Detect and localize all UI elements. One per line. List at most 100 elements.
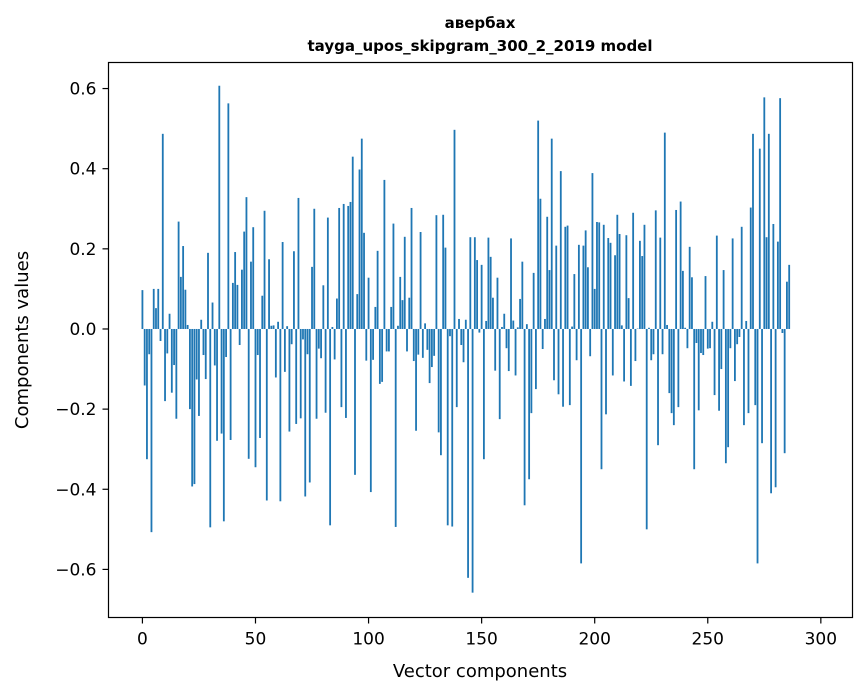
bar [351,156,354,329]
bar [421,328,424,358]
bar [548,270,551,329]
bar [446,328,449,526]
bar [272,325,275,329]
bar [602,224,605,329]
bar [324,328,327,413]
bar [557,328,560,395]
bar [761,328,763,444]
bar [580,328,583,564]
bar [577,244,580,329]
bar [634,328,637,362]
bar [236,284,239,329]
bar [376,250,379,329]
bar [738,328,741,337]
bar [406,328,408,352]
bar [159,328,162,341]
bar [415,328,417,431]
bar [675,209,678,329]
bar [419,232,422,329]
bar [250,261,252,329]
bar [711,321,714,329]
bar [313,208,316,329]
bar [747,328,750,414]
bar [342,203,345,329]
bar [706,328,709,349]
bar [566,225,569,329]
bar [700,328,702,354]
bar [763,97,766,329]
bar [161,133,164,329]
bar [410,207,413,329]
bar [494,328,497,371]
bar [295,328,298,424]
bar [749,207,752,329]
y-tick-label: 0.0 [69,320,96,340]
bar [519,298,521,329]
bar [247,328,250,459]
x-axis-label: Vector components [393,661,567,682]
bar [354,328,356,475]
bar [263,210,266,329]
bar [385,328,388,352]
y-tick-label: 0.2 [69,240,96,260]
bar [184,289,187,329]
bar [614,255,616,329]
bar [734,328,736,382]
chart-subtitle: tayga_upos_skipgram_300_2_2019 model [308,37,653,55]
bar [516,327,519,329]
bar [709,328,711,349]
bar [684,327,687,329]
bar [736,328,739,345]
bar [645,328,648,530]
bar [571,326,573,329]
y-tick-label: −0.4 [55,480,96,500]
bar [743,328,745,426]
bar [222,328,225,522]
bar [234,252,237,329]
bar [394,328,397,527]
bar [388,328,390,352]
bar [168,313,171,329]
bar [469,237,472,329]
bar [141,290,144,329]
bar [521,261,524,329]
bar [564,226,567,329]
y-axis-ticks: −0.6 −0.4 −0.2 0.0 0.2 0.4 0.6 [55,80,109,580]
bar [340,328,343,408]
bar [623,328,625,382]
bar [648,327,650,329]
bar [326,217,329,329]
bar [663,132,666,329]
x-tick-label: 100 [352,630,384,650]
bar [654,210,657,329]
bar [360,138,363,329]
bar [245,197,248,329]
bar [408,297,411,329]
bar [453,129,456,329]
y-tick-label: 0.6 [69,80,96,100]
bar [166,328,169,354]
bar [372,328,374,360]
bar [378,328,381,384]
bar [428,328,431,384]
bar [143,328,146,386]
bar [381,328,384,382]
plot-frame [107,61,854,619]
bar [311,266,313,329]
bar [562,328,564,407]
bar [367,277,370,329]
bar [449,328,451,337]
bar [781,328,784,333]
bar [444,247,447,329]
bar [290,328,293,345]
bar [315,328,318,419]
bar [345,328,347,418]
bar [496,277,499,329]
y-tick-label: −0.6 [55,560,96,580]
bar [691,277,693,329]
bar [288,328,291,432]
bar [424,323,426,329]
bar [347,205,350,329]
bar [756,328,759,564]
